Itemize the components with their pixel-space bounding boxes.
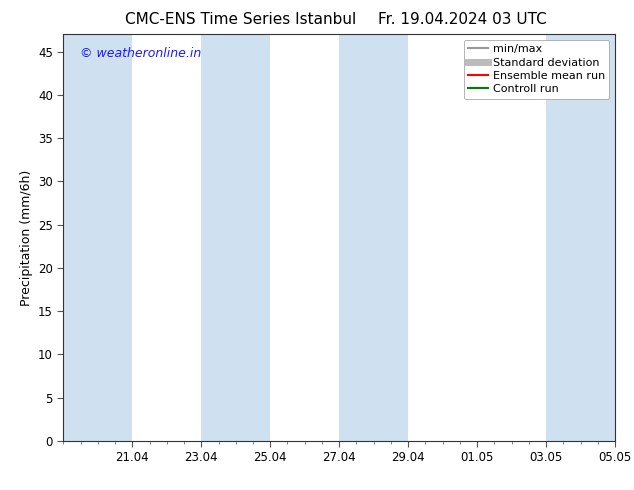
Text: CMC-ENS Time Series Istanbul: CMC-ENS Time Series Istanbul (126, 12, 356, 27)
Bar (339, 34, 408, 441)
Legend: min/max, Standard deviation, Ensemble mean run, Controll run: min/max, Standard deviation, Ensemble me… (464, 40, 609, 99)
Text: © weatheronline.in: © weatheronline.in (80, 47, 201, 59)
Y-axis label: Precipitation (mm/6h): Precipitation (mm/6h) (20, 170, 32, 306)
Bar (202, 34, 270, 441)
Bar (546, 34, 615, 441)
Text: Fr. 19.04.2024 03 UTC: Fr. 19.04.2024 03 UTC (378, 12, 547, 27)
Bar (63, 34, 133, 441)
